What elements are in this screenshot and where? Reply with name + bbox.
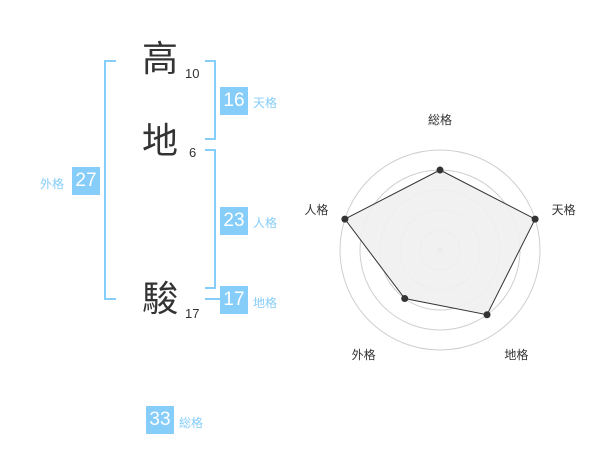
radar-point	[531, 215, 539, 223]
jinkaku-bracket-bottom	[205, 287, 216, 289]
tenkaku-bracket-top	[205, 60, 216, 62]
stroke-count-2: 6	[189, 145, 197, 160]
radar-label: 天格	[552, 202, 576, 217]
radar-label: 人格	[304, 202, 328, 217]
tenkaku-bracket-bottom	[205, 138, 216, 140]
tenkaku-value: 16	[220, 87, 248, 115]
stroke-count-1: 10	[185, 66, 200, 81]
stroke-count-3: 17	[185, 306, 200, 321]
gaikaku-bracket-top	[104, 60, 116, 62]
radar-label: 総格	[428, 112, 452, 127]
radar-label: 外格	[352, 347, 376, 362]
jinkaku-bracket-top	[205, 149, 216, 151]
radar-point	[483, 311, 491, 319]
soukaku-value: 33	[146, 406, 174, 434]
radar-ring	[339, 149, 541, 351]
name-char-2: 地	[142, 121, 179, 162]
chikaku-value: 17	[220, 286, 248, 314]
radar-point	[436, 166, 444, 174]
jinkaku-bracket	[214, 149, 216, 289]
chikaku-connector	[205, 298, 221, 300]
soukaku-label: 総格	[179, 416, 204, 430]
name-char-1: 高	[142, 39, 179, 80]
gaikaku-label: 外格	[40, 177, 65, 191]
gaikaku-bracket-bottom	[104, 298, 116, 300]
tenkaku-bracket	[214, 60, 216, 140]
tenkaku-label: 天格	[253, 96, 278, 110]
radar-point	[341, 215, 349, 223]
gaikaku-bracket	[104, 60, 106, 300]
name-char-3: 駿	[142, 279, 179, 320]
jinkaku-label: 人格	[253, 216, 278, 230]
jinkaku-value: 23	[220, 207, 248, 235]
radar-label: 地格	[504, 347, 528, 362]
radar-area	[344, 169, 536, 316]
radar-point	[401, 295, 409, 303]
chikaku-label: 地格	[253, 296, 278, 310]
gaikaku-value: 27	[72, 167, 100, 195]
